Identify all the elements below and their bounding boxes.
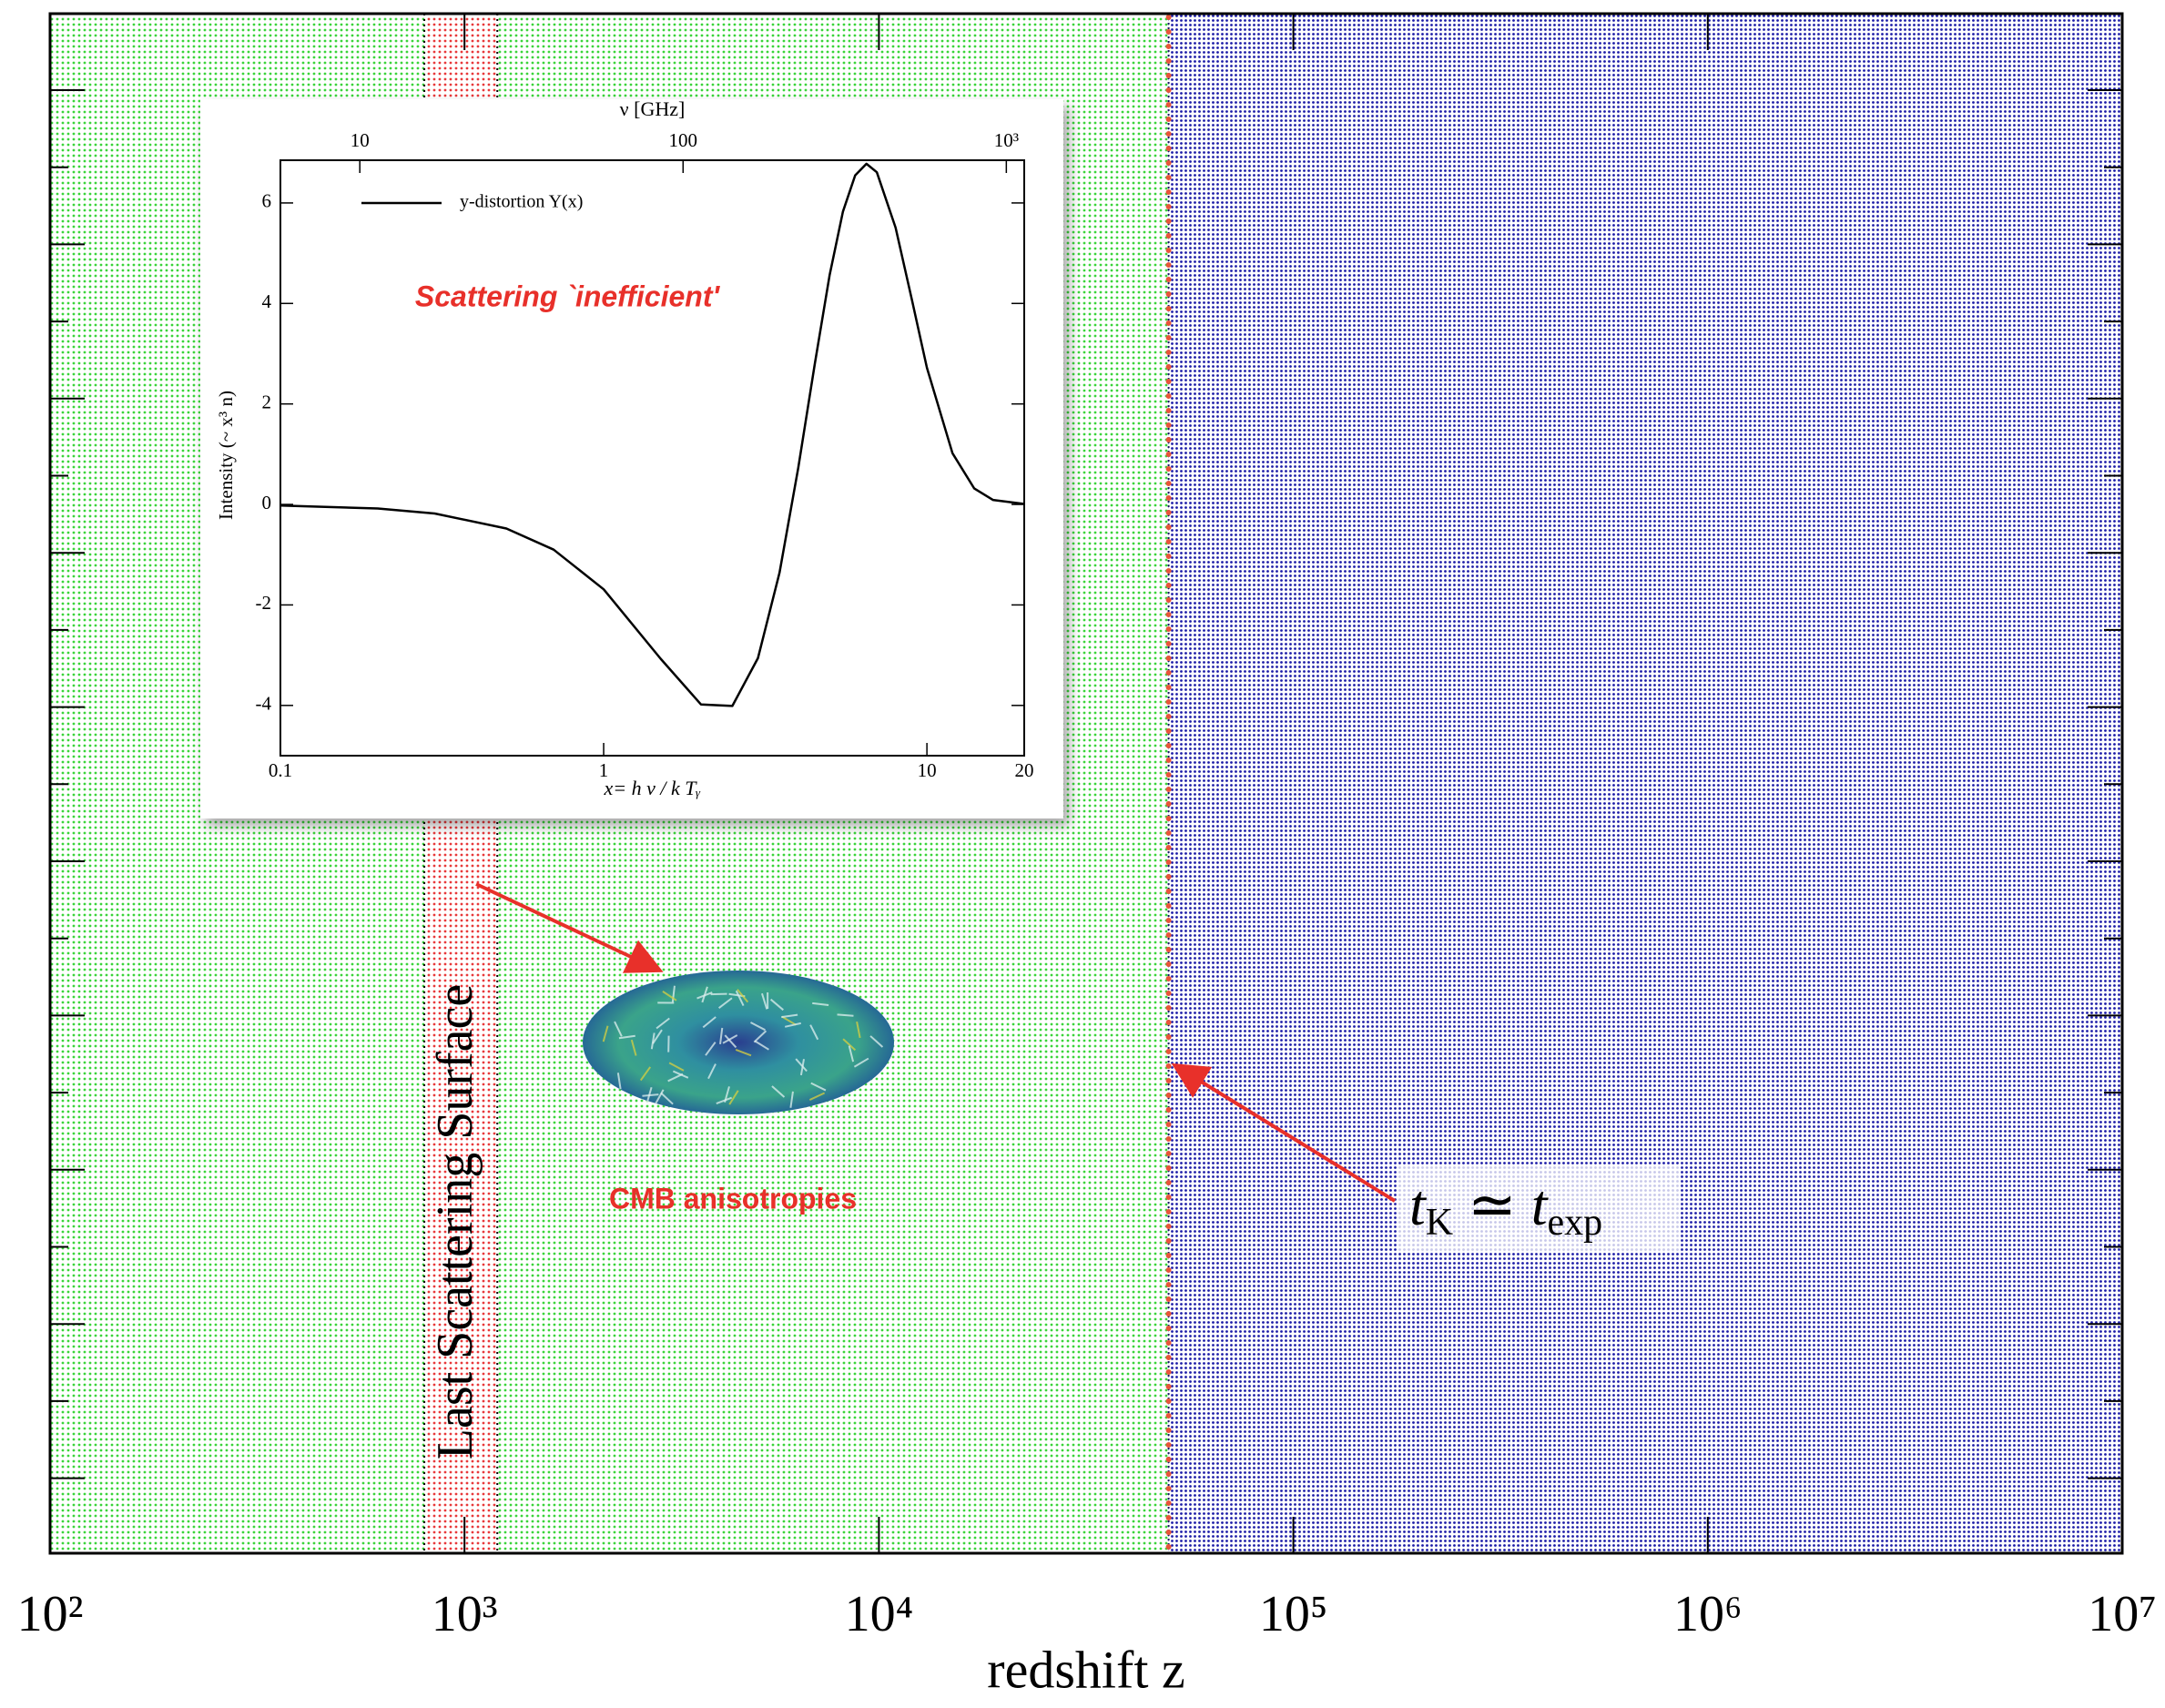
cmb-streak	[710, 992, 727, 996]
series-line	[280, 162, 1025, 707]
cmb-streak	[671, 985, 676, 1002]
y-tick-label: 4	[262, 290, 272, 312]
x-tick-label: 10⁵	[1259, 1586, 1328, 1642]
cmb-streak	[812, 1001, 829, 1007]
cmb-streak	[707, 1063, 717, 1080]
x2-tick-label: 10	[351, 129, 370, 151]
x-tick-label: 10	[918, 759, 937, 781]
cmb-streak	[750, 1022, 766, 1032]
cmb-streak	[869, 1035, 884, 1048]
x-tick-label: 10⁷	[2088, 1586, 2157, 1642]
cmb-streak	[630, 1039, 637, 1056]
inset-frame	[280, 159, 1025, 757]
cmb-streak	[781, 1015, 797, 1026]
x-tick-label: 10⁴	[845, 1586, 914, 1642]
cmb-streak	[616, 1073, 622, 1090]
inset-panel	[200, 99, 1063, 818]
annotation-part: t	[1409, 1173, 1428, 1237]
inset-chart: 0.1 1 10 20 10 100 10³ -4 -2 0 2 4 6 x= h ν / k Tᵧ ν […	[200, 97, 1063, 818]
legend-label: y-distortion Y(x)	[460, 192, 583, 212]
cmb-streak	[652, 1029, 663, 1044]
x2-tick-label: 100	[669, 129, 698, 151]
cmb-streak	[719, 1027, 724, 1045]
x-tick-label: 10³	[432, 1586, 498, 1642]
cmb-streak	[656, 1017, 670, 1030]
cmb-streak	[771, 1085, 786, 1098]
cmb-streak	[789, 1091, 794, 1108]
cmb-streak	[614, 1021, 623, 1037]
y-axis-label: Intensity (~ x³ n)	[215, 391, 237, 520]
x2-axis-label: ν [GHz]	[620, 97, 686, 120]
x-tick-label: 0.1	[269, 759, 292, 781]
region	[1168, 14, 2122, 1553]
x-tick-label: 10²	[17, 1586, 84, 1642]
cmb-streak	[716, 1096, 733, 1104]
cmb-streak	[722, 1034, 738, 1044]
cmb-streak	[701, 986, 708, 1003]
cmb-streak	[655, 1089, 665, 1105]
annotation: CMB anisotropies	[609, 1182, 857, 1215]
cmb-streak	[760, 992, 768, 1010]
annotation-part: K	[1426, 1202, 1453, 1244]
cmb-streak	[781, 1013, 798, 1019]
annotation-part: t	[1531, 1173, 1550, 1237]
annotation: tK ≃ texp	[1409, 1173, 1602, 1244]
cmb-streak	[856, 1022, 861, 1039]
cmb-streak	[810, 1082, 827, 1092]
cmb-streak	[602, 1025, 609, 1042]
cmb-streak	[837, 1013, 854, 1017]
cmb-streak	[705, 1042, 717, 1056]
cmb-streak	[784, 1022, 801, 1028]
annotation: Scattering `inefficient'	[415, 280, 721, 312]
cmb-map	[583, 971, 894, 1114]
cmb-streak	[853, 1057, 869, 1068]
x-axis-label: x= h ν / k Tᵧ	[603, 777, 700, 799]
x-tick-label: 10⁶	[1673, 1586, 1743, 1642]
cmb-streak	[769, 998, 784, 1012]
cmb-streak	[842, 1038, 857, 1052]
cmb-streak	[809, 1024, 819, 1041]
cmb-streak	[735, 990, 745, 1006]
y-tick-label: 2	[262, 391, 272, 412]
cmb-streak	[662, 991, 677, 1001]
annotation-part: exp	[1548, 1202, 1603, 1244]
x2-tick-label: 10³	[994, 129, 1019, 151]
y-tick-label: 0	[262, 492, 272, 513]
arrow	[475, 882, 664, 973]
cmb-streak	[808, 1092, 826, 1102]
cmb-streak	[728, 1090, 739, 1105]
annotation-bg	[1398, 1165, 1680, 1253]
cmb-streak	[724, 1034, 737, 1049]
cmb-streak	[735, 1048, 752, 1057]
cmb-streak	[668, 1062, 685, 1072]
cmb-streak	[795, 1058, 808, 1073]
cmb-streak	[754, 1040, 769, 1051]
cmb-streak	[718, 997, 733, 1009]
cmb-streak	[642, 1093, 659, 1097]
cmb-streak	[650, 1032, 656, 1050]
cmb-streak	[618, 1034, 635, 1040]
x-tick-label: 20	[1015, 759, 1034, 781]
cmb-streak	[667, 1073, 684, 1083]
cmb-streak	[639, 1066, 652, 1082]
y-tick-label: -4	[256, 693, 272, 715]
cmb-streak	[848, 1045, 855, 1062]
y-tick-label: 6	[262, 190, 272, 212]
x-axis-label: redshift z	[987, 1640, 1184, 1699]
cmb-streak	[753, 1030, 767, 1043]
annotation-part: ≃	[1453, 1173, 1531, 1237]
annotation: Last Scattering Surface	[427, 984, 483, 1459]
cmb-streak	[660, 1092, 674, 1105]
arrow	[1171, 1062, 1397, 1203]
x-tick-label: 1	[599, 759, 609, 781]
cmb-streak	[737, 989, 749, 1003]
cmb-streak	[702, 1016, 717, 1029]
y-tick-label: -2	[256, 592, 272, 614]
